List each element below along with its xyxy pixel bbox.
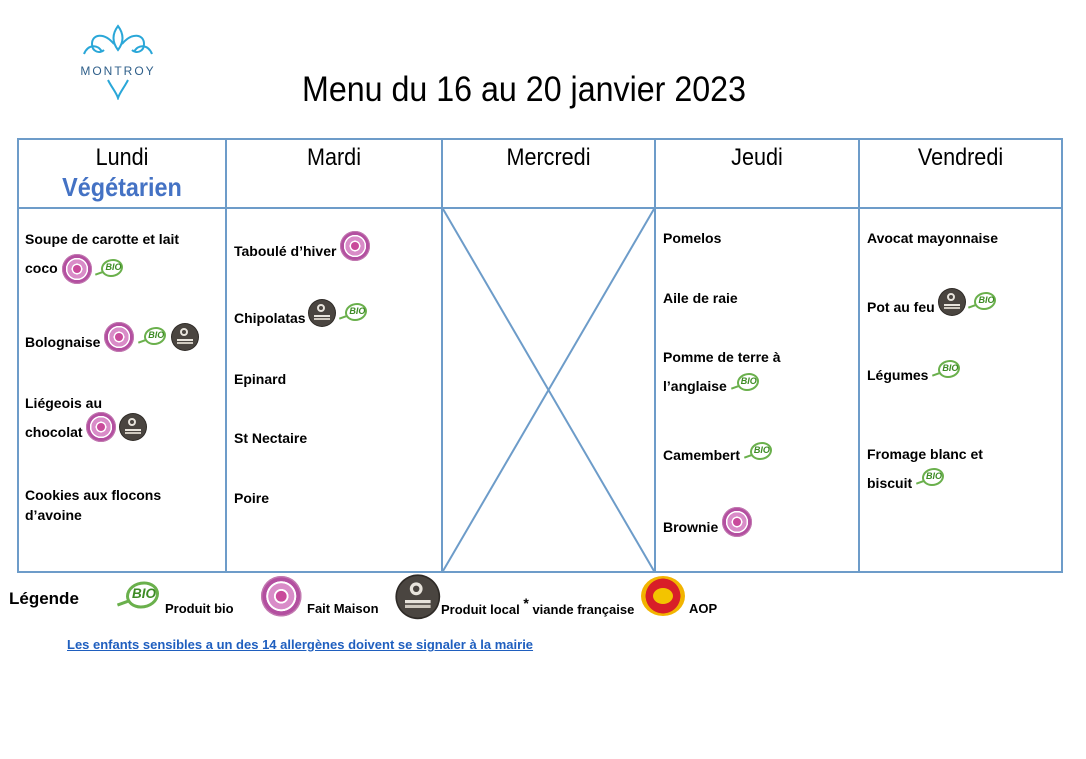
dish-item: Camembert BIO [663, 441, 774, 470]
produits-locaux-icon [120, 414, 147, 441]
logo-text: MONTROY [80, 64, 156, 78]
fait-maison-icon [722, 507, 753, 538]
asterisk: * [523, 595, 529, 611]
legend-bio: Produit bio [165, 601, 234, 616]
column-divider [441, 138, 443, 573]
day-header-jeudi: Jeudi [656, 138, 858, 208]
dish-item: Fromage blanc et biscuit BIO [867, 446, 983, 491]
produits-locaux-icon [397, 576, 439, 618]
allergen-notice[interactable]: Les enfants sensibles a un des 14 allerg… [67, 637, 534, 652]
bio-icon: BIO [730, 372, 761, 394]
day-name: Vendredi [917, 144, 1004, 171]
aop-icon [641, 576, 685, 616]
day-name: Jeudi [731, 144, 783, 171]
day-header-lundi: Lundi Végétarien [19, 138, 225, 208]
fait-maison-icon [261, 576, 302, 617]
dish-item: Aile de raie [663, 290, 738, 306]
fleur-de-lis-bottom-icon [107, 79, 129, 100]
bio-icon: BIO [95, 258, 125, 280]
day-header-mercredi: Mercredi [443, 138, 654, 208]
bio-icon: BIO [932, 359, 962, 381]
legend-fait-maison: Fait Maison [307, 601, 379, 616]
dish-item: Poire [234, 490, 270, 506]
bio-icon: BIO [743, 441, 774, 463]
column-divider [858, 138, 860, 573]
bio-icon: BIO [116, 580, 162, 613]
bio-icon: BIO [915, 467, 946, 489]
dish-item: Taboulé d’hiver [234, 231, 371, 267]
menu-table: Lundi Végétarien Mardi Mercredi Jeudi Ve… [17, 138, 1063, 573]
dish-item: Légumes BIO [867, 359, 962, 390]
dish-item: Liégeois au chocolat [25, 389, 147, 448]
day-name: Mardi [306, 144, 361, 171]
fleur-de-lis-top-icon [83, 24, 153, 55]
legend-local: Produit local * viande française [441, 595, 635, 617]
produits-locaux-icon [172, 324, 199, 351]
bio-icon: BIO [138, 326, 168, 348]
table-frame [17, 138, 1063, 573]
dish-item: Epinard [234, 371, 287, 387]
dish-item: Chipolatas BIO [234, 300, 369, 333]
day-name: Mercredi [506, 144, 591, 171]
dish-item: Soupe de carotte et lait coco BIO [25, 225, 179, 285]
fait-maison-icon [61, 254, 92, 285]
day-name: Lundi [95, 144, 149, 171]
fait-maison-icon [86, 412, 117, 443]
legend: Légende BIO Produit bio Fait Maison Prod… [9, 576, 769, 638]
dish-item: Bolognaise BIO [25, 322, 199, 358]
dish-item: Pomelos [663, 230, 722, 246]
no-service-cross [443, 209, 654, 571]
dish-item: St Nectaire [234, 430, 308, 446]
page-title: Menu du 16 au 20 janvier 2023 [302, 70, 746, 109]
column-divider [654, 138, 656, 573]
header-divider [17, 207, 1063, 209]
dish-item: Cookies aux flocons d’avoine [25, 487, 162, 523]
day-subtitle: Végétarien [62, 172, 182, 202]
legend-aop: AOP [689, 601, 718, 616]
bio-icon: BIO [968, 291, 998, 313]
column-divider [225, 138, 227, 573]
produits-locaux-icon [309, 300, 336, 327]
fait-maison-icon [104, 322, 135, 353]
day-header-vendredi: Vendredi [860, 138, 1061, 208]
bio-icon: BIO [339, 302, 369, 324]
fait-maison-icon [340, 231, 371, 262]
dish-item: Avocat mayonnaise [867, 230, 998, 246]
dish-item: Pomme de terre à l’anglaise BIO [663, 349, 781, 394]
day-header-mardi: Mardi [227, 138, 441, 208]
legend-title: Légende [9, 589, 79, 608]
dish-item: Pot au feu BIO [867, 289, 998, 322]
dish-item: Brownie [663, 507, 753, 543]
produits-locaux-icon [938, 289, 965, 316]
montroy-logo: MONTROY [70, 22, 166, 100]
